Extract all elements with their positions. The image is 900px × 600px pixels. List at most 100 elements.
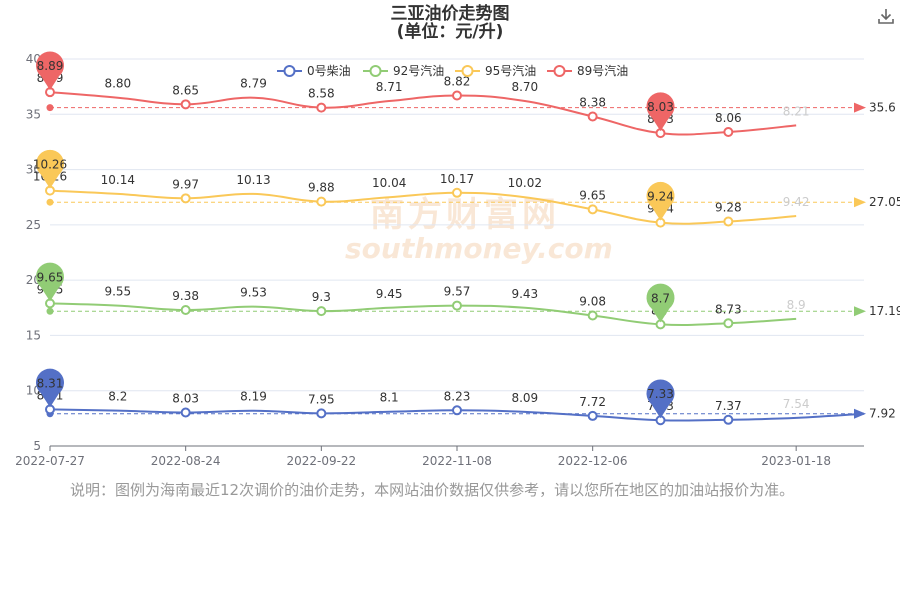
series-3-average-start [46, 104, 54, 112]
series-2-max-pin-label: 10.26 [33, 158, 67, 172]
series-2-min-pin-label: 9.24 [647, 190, 674, 204]
series-0-max-pin-label: 8.31 [37, 376, 64, 390]
series-2-point [452, 187, 462, 198]
series-1-average-arrow [854, 306, 866, 317]
series-3-data-label: 8.06 [715, 111, 742, 125]
legend-symbol-1 [369, 65, 382, 77]
series-1-point [452, 300, 462, 311]
series-1-data-label: 9.43 [511, 287, 538, 301]
series-3-point [180, 99, 191, 110]
series-2-data-label: 10.02 [508, 176, 542, 190]
series-0-point [180, 407, 191, 418]
series-3-max-pin-label: 8.89 [37, 59, 64, 73]
x-tick-label: 2022-11-08 [422, 454, 492, 468]
legend-label-0: 0号柴油 [307, 64, 351, 78]
series-0-min-pin-label: 7.33 [647, 387, 674, 401]
legend-label-2: 95号汽油 [485, 63, 536, 78]
series-0-data-label: 7.37 [715, 399, 742, 413]
series-1-data-label: 9.53 [240, 286, 267, 300]
series-1-data-label: 8.9 [787, 298, 806, 312]
series-0-point [316, 408, 327, 419]
series-2-point [180, 193, 191, 204]
series-0-max-pin [36, 368, 65, 408]
series-3-data-label: 8.71 [376, 80, 403, 94]
series-2-data-label: 10.14 [101, 173, 135, 187]
series-2-data-label: 9.88 [308, 181, 335, 195]
series-0-data-label: 8.19 [240, 390, 267, 404]
series-1-min-pin-label: 8.7 [651, 291, 670, 305]
legend-symbol-2 [461, 65, 474, 77]
series-3-point [316, 102, 327, 113]
series-0-data-label: 8.23 [444, 389, 471, 403]
series-2-point [316, 196, 327, 207]
series-2-min-pin [646, 181, 675, 221]
series-1-data-label: 9.3 [312, 290, 331, 304]
series-3-data-label: 8.70 [511, 80, 538, 94]
x-tick-label: 2022-07-27 [15, 454, 85, 468]
series-3-data-label: 8.82 [444, 74, 471, 88]
series-3-average-arrow [854, 102, 866, 113]
series-0-average-label: 7.92 [869, 407, 896, 421]
watermark-cn: 南方财富网 [370, 195, 560, 235]
series-0-data-label: 7.72 [579, 395, 606, 409]
series-0-min-pin [646, 379, 675, 419]
y-tick-label: 35 [26, 107, 41, 121]
series-1-average-start [46, 307, 54, 315]
series-1-max-pin [36, 262, 65, 302]
series-3-data-label: 8.58 [308, 87, 335, 101]
series-2-data-label: 9.97 [172, 177, 199, 191]
series-2-data-label: 9.65 [579, 188, 606, 202]
series-0-point [452, 405, 462, 416]
series-2-average-label: 27.05 [869, 195, 900, 209]
series-3-data-label: 8.21 [783, 104, 810, 118]
series-0-average-arrow [854, 408, 866, 419]
chart-subtitle: (单位：元/升) [396, 22, 504, 42]
series-1-point [723, 318, 734, 329]
legend-symbol-0 [283, 65, 296, 77]
series-1-data-label: 9.45 [376, 287, 403, 301]
series-2-data-label: 9.28 [715, 201, 742, 215]
series-1-data-label: 9.08 [579, 295, 606, 309]
series-3-point [723, 126, 734, 137]
disclaimer-note: 说明：图例为海南最近12次调价的油价走势，本网站油价数据仅供参考，请以您所在地区… [70, 481, 795, 499]
series-2-data-label: 10.17 [440, 172, 474, 186]
series-0-data-label: 8.2 [108, 390, 127, 404]
x-tick-label: 2022-09-22 [286, 454, 356, 468]
series-3-data-label: 8.65 [172, 83, 199, 97]
series-2-point [587, 204, 598, 215]
download-icon[interactable] [876, 6, 896, 26]
series-2-line [49, 189, 797, 225]
series-0-data-label: 7.95 [308, 392, 335, 406]
series-1-point [587, 310, 598, 321]
series-1-data-label: 8.73 [715, 302, 742, 316]
series-3-max-pin [36, 51, 65, 91]
series-2-data-label: 10.13 [236, 173, 270, 187]
series-2-data-label: 9.42 [783, 195, 810, 209]
series-3-data-label: 8.38 [579, 95, 606, 109]
series-3-min-pin-label: 8.03 [647, 100, 674, 114]
series-0-data-label: 8.09 [511, 391, 538, 405]
series-3-data-label: 8.80 [104, 77, 131, 91]
chart-title: 三亚油价走势图 [390, 4, 510, 24]
series-1-point [316, 306, 327, 317]
series-1-data-label: 9.57 [444, 285, 471, 299]
series-3-average-label: 35.6 [869, 101, 896, 115]
y-tick-label: 5 [33, 439, 41, 453]
series-3-point [452, 90, 462, 101]
legend-symbol-3 [553, 65, 566, 77]
series-0-data-label: 8.03 [172, 391, 199, 405]
series-1-max-pin-label: 9.65 [37, 270, 64, 284]
series-2-max-pin [36, 149, 64, 189]
series-3-line [49, 91, 797, 136]
watermark-en: southmoney.com [345, 232, 613, 265]
series-1-point [180, 304, 191, 315]
series-3-point [587, 111, 598, 122]
series-0-point [723, 414, 734, 425]
series-1-average-label: 17.19 [869, 304, 900, 318]
series-2-point [723, 216, 734, 227]
series-0-point [587, 410, 598, 421]
y-tick-label: 25 [26, 218, 41, 232]
series-0-data-label: 7.54 [783, 397, 810, 411]
